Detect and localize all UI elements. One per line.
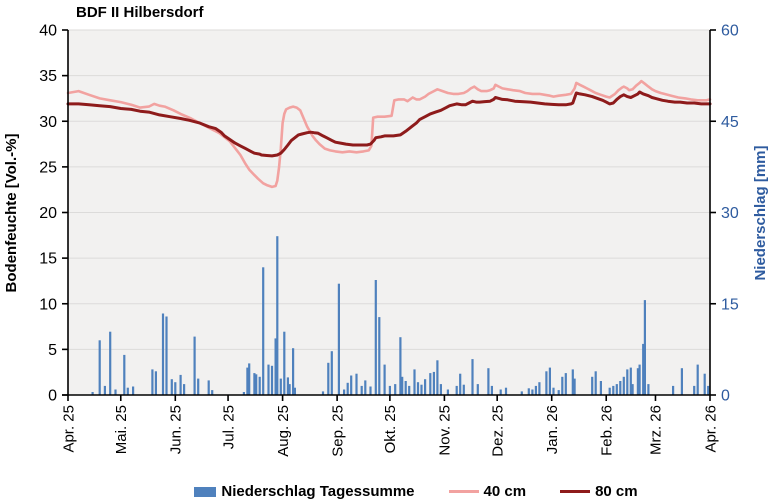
legend-item-niederschlag: Niederschlag Tagessumme <box>194 483 415 500</box>
left-axis-title: Bodenfeuchte [Vol.-%] <box>3 134 20 293</box>
svg-text:Apr. 25: Apr. 25 <box>60 405 77 453</box>
legend-label-80cm: 80 cm <box>595 483 638 500</box>
svg-text:Apr. 26: Apr. 26 <box>702 405 719 453</box>
svg-text:Feb. 26: Feb. 26 <box>598 405 615 456</box>
legend-label-niederschlag: Niederschlag Tagessumme <box>221 483 415 500</box>
legend-item-80cm: 80 cm <box>560 483 638 500</box>
svg-text:Dez. 25: Dez. 25 <box>489 405 506 457</box>
right-axis-title: Niederschlag [mm] <box>752 145 769 280</box>
svg-text:0: 0 <box>48 388 57 405</box>
svg-text:Mai. 25: Mai. 25 <box>113 405 130 454</box>
svg-text:40: 40 <box>39 23 57 40</box>
svg-text:Mrz. 26: Mrz. 26 <box>648 405 665 455</box>
svg-text:5: 5 <box>48 342 57 359</box>
legend-label-40cm: 40 cm <box>483 483 527 500</box>
svg-text:20: 20 <box>39 205 57 222</box>
svg-text:Jun. 25: Jun. 25 <box>168 405 185 454</box>
svg-text:15: 15 <box>39 251 57 268</box>
svg-text:45: 45 <box>721 114 739 131</box>
svg-text:60: 60 <box>721 23 739 40</box>
svg-text:Aug. 25: Aug. 25 <box>275 405 292 457</box>
svg-text:25: 25 <box>39 159 57 176</box>
svg-text:Jan. 26: Jan. 26 <box>544 405 561 454</box>
svg-text:10: 10 <box>39 296 57 313</box>
svg-text:30: 30 <box>39 114 57 131</box>
svg-text:30: 30 <box>721 205 739 222</box>
legend-swatch-80cm-icon <box>560 490 591 493</box>
svg-text:35: 35 <box>39 68 57 85</box>
legend-item-40cm: 40 cm <box>448 483 527 500</box>
legend-swatch-40cm-icon <box>448 490 479 493</box>
chart-legend: Niederschlag Tagessumme 40 cm 80 cm <box>95 483 737 500</box>
svg-text:Nov. 25: Nov. 25 <box>437 405 454 456</box>
svg-text:Sep. 25: Sep. 25 <box>329 405 346 457</box>
legend-swatch-bar-icon <box>194 486 217 497</box>
svg-text:Okt. 25: Okt. 25 <box>382 405 399 453</box>
svg-text:15: 15 <box>721 296 739 313</box>
chart-title: BDF II Hilbersdorf <box>76 4 204 21</box>
svg-text:Jul. 25: Jul. 25 <box>220 405 237 449</box>
svg-text:0: 0 <box>721 388 730 405</box>
